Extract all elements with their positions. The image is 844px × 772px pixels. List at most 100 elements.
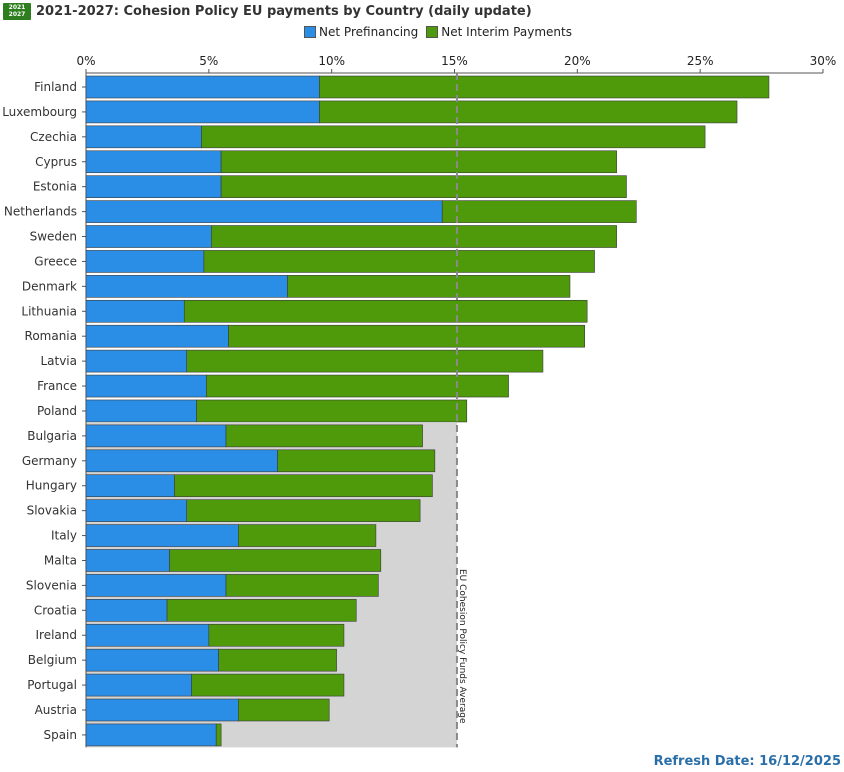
bar-prefinancing [85, 349, 188, 373]
legend: Net Prefinancing Net Interim Payments [0, 25, 844, 39]
chart-title: 2021-2027: Cohesion Policy EU payments b… [36, 3, 532, 19]
bar-prefinancing [85, 299, 185, 323]
bar-interim [196, 399, 468, 423]
bar-prefinancing [85, 474, 175, 498]
category-label: Ireland [35, 628, 77, 642]
category-label: Bulgaria [27, 429, 77, 443]
bar-prefinancing [85, 449, 278, 473]
legend-swatch [304, 26, 317, 38]
bar-interim [287, 275, 571, 298]
bar-prefinancing [85, 698, 239, 722]
x-tick-label: 20% [564, 54, 591, 68]
bar-prefinancing [85, 574, 227, 597]
bar-interim [225, 424, 423, 448]
bar-interim [206, 374, 509, 398]
category-label: Portugal [27, 678, 77, 692]
bar-prefinancing [85, 175, 222, 198]
bar-interim [220, 150, 617, 174]
bar-prefinancing [85, 524, 239, 547]
bar-prefinancing [85, 623, 210, 647]
x-tick-label: 30% [810, 54, 837, 68]
bar-interim [215, 723, 222, 747]
reference-label: EU Cohesion Policy Funds Average [457, 569, 467, 724]
category-label: Estonia [33, 180, 77, 194]
category-label: Malta [44, 553, 77, 567]
bar-prefinancing [85, 648, 219, 672]
bar-prefinancing [85, 200, 443, 223]
bar-prefinancing [85, 275, 288, 298]
category-label: Czechia [30, 130, 77, 144]
category-label: Croatia [34, 603, 77, 617]
bar-prefinancing [85, 150, 222, 174]
bar-interim [277, 449, 436, 473]
category-label: Cyprus [35, 155, 77, 169]
x-tick-label: 0% [76, 54, 95, 68]
category-label: Italy [51, 529, 77, 543]
refresh-date: Refresh Date: 16/12/2025 [653, 754, 841, 769]
logo: 2021 2027 [3, 2, 31, 20]
bar-interim [225, 574, 379, 597]
bar-prefinancing [85, 424, 227, 448]
bar-interim [208, 623, 345, 647]
bar-interim [210, 225, 617, 248]
category-label: Spain [43, 728, 77, 742]
bar-interim [174, 474, 433, 498]
bar-interim [228, 324, 586, 348]
bar-interim [166, 599, 357, 622]
category-label: Denmark [22, 279, 77, 293]
x-tick-label: 10% [318, 54, 345, 68]
category-label: Netherlands [4, 205, 77, 219]
bar-interim [238, 698, 330, 722]
bar-interim [319, 100, 738, 124]
x-tick-label: 5% [199, 54, 218, 68]
bar-interim [203, 250, 595, 273]
bar-interim [191, 673, 345, 697]
bar-interim [319, 75, 770, 99]
bar-interim [169, 549, 382, 572]
category-label: France [37, 379, 77, 393]
legend-item[interactable]: Net Prefinancing [304, 25, 418, 39]
legend-item[interactable]: Net Interim Payments [426, 25, 572, 39]
category-label: Austria [35, 703, 77, 717]
category-label: Finland [34, 80, 77, 94]
bar-interim [186, 349, 544, 373]
x-tick-label: 15% [441, 54, 468, 68]
bar-prefinancing [85, 499, 188, 522]
bar-prefinancing [85, 673, 192, 697]
bar-interim [201, 125, 706, 149]
category-label: Luxembourg [2, 105, 77, 119]
bar-prefinancing [85, 723, 217, 747]
bar-interim [183, 299, 588, 323]
x-tick-label: 25% [687, 54, 714, 68]
bar-prefinancing [85, 225, 212, 248]
legend-label: Net Prefinancing [319, 25, 419, 39]
bar-interim [218, 648, 337, 672]
category-label: Poland [37, 404, 77, 418]
bar-prefinancing [85, 100, 320, 124]
header: 2021 2027 2021-2027: Cohesion Policy EU … [3, 2, 532, 20]
category-label: Slovenia [26, 578, 77, 592]
bar-interim [186, 499, 421, 522]
bar-prefinancing [85, 374, 207, 398]
bar-interim [238, 524, 377, 547]
category-label: Greece [34, 254, 77, 268]
logo-bottom: 2027 [8, 11, 26, 18]
category-label: Lithuania [21, 304, 77, 318]
bar-interim [220, 175, 627, 198]
category-label: Slovakia [27, 504, 77, 518]
bar-prefinancing [85, 399, 197, 423]
category-label: Romania [25, 329, 77, 343]
bar-prefinancing [85, 324, 229, 348]
bar-interim [441, 200, 637, 223]
category-label: Latvia [40, 354, 77, 368]
bar-prefinancing [85, 250, 205, 273]
category-label: Sweden [30, 230, 77, 244]
bar-prefinancing [85, 125, 202, 149]
legend-label: Net Interim Payments [441, 25, 572, 39]
category-label: Hungary [26, 479, 77, 493]
bar-prefinancing [85, 549, 170, 572]
bar-prefinancing [85, 75, 320, 99]
legend-swatch [426, 26, 439, 38]
category-label: Belgium [28, 653, 77, 667]
